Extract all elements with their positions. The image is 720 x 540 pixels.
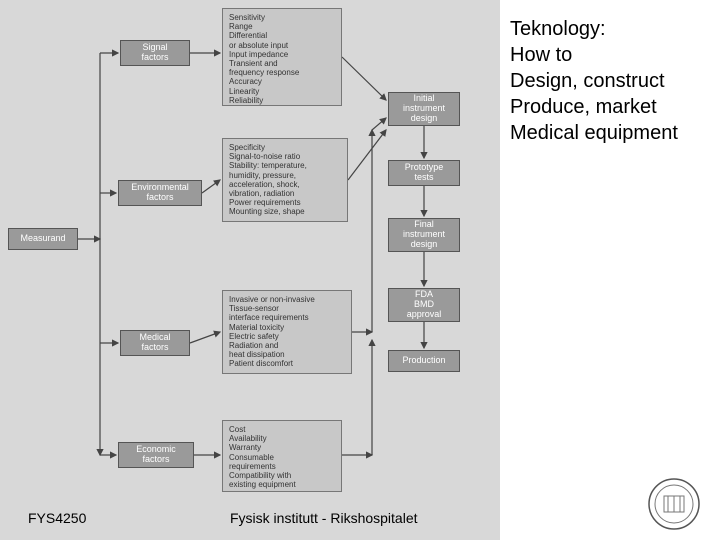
footer-course-code: FYS4250	[28, 510, 86, 526]
university-seal-icon	[648, 478, 700, 530]
node-specificity-list: SpecificitySignal-to-noise ratioStabilit…	[222, 138, 348, 222]
overlay-line-1: Teknology:	[510, 16, 678, 42]
design-process-diagram: Measurand Signalfactors Environmentalfac…	[0, 0, 500, 540]
node-invasive-list: Invasive or non-invasiveTissue-sensorint…	[222, 290, 352, 374]
node-signal-factors: Signalfactors	[120, 40, 190, 66]
node-measurand: Measurand	[8, 228, 78, 250]
node-final-design: Finalinstrumentdesign	[388, 218, 460, 252]
overlay-text-block: Teknology: How to Design, construct Prod…	[510, 16, 678, 146]
overlay-line-4: Produce, market	[510, 94, 678, 120]
node-production: Production	[388, 350, 460, 372]
footer-institution: Fysisk institutt - Rikshospitalet	[230, 510, 418, 526]
node-medical-factors: Medicalfactors	[120, 330, 190, 356]
overlay-line-3: Design, construct	[510, 68, 678, 94]
node-initial-design: Initialinstrumentdesign	[388, 92, 460, 126]
node-prototype-tests: Prototypetests	[388, 160, 460, 186]
node-approval: FDABMDapproval	[388, 288, 460, 322]
node-economic-factors: Economicfactors	[118, 442, 194, 468]
node-sensitivity-list: SensitivityRangeDifferentialor absolute …	[222, 8, 342, 106]
overlay-line-5: Medical equipment	[510, 120, 678, 146]
overlay-line-2: How to	[510, 42, 678, 68]
node-cost-list: CostAvailabilityWarrantyConsumablerequir…	[222, 420, 342, 492]
node-environmental-factors: Environmentalfactors	[118, 180, 202, 206]
